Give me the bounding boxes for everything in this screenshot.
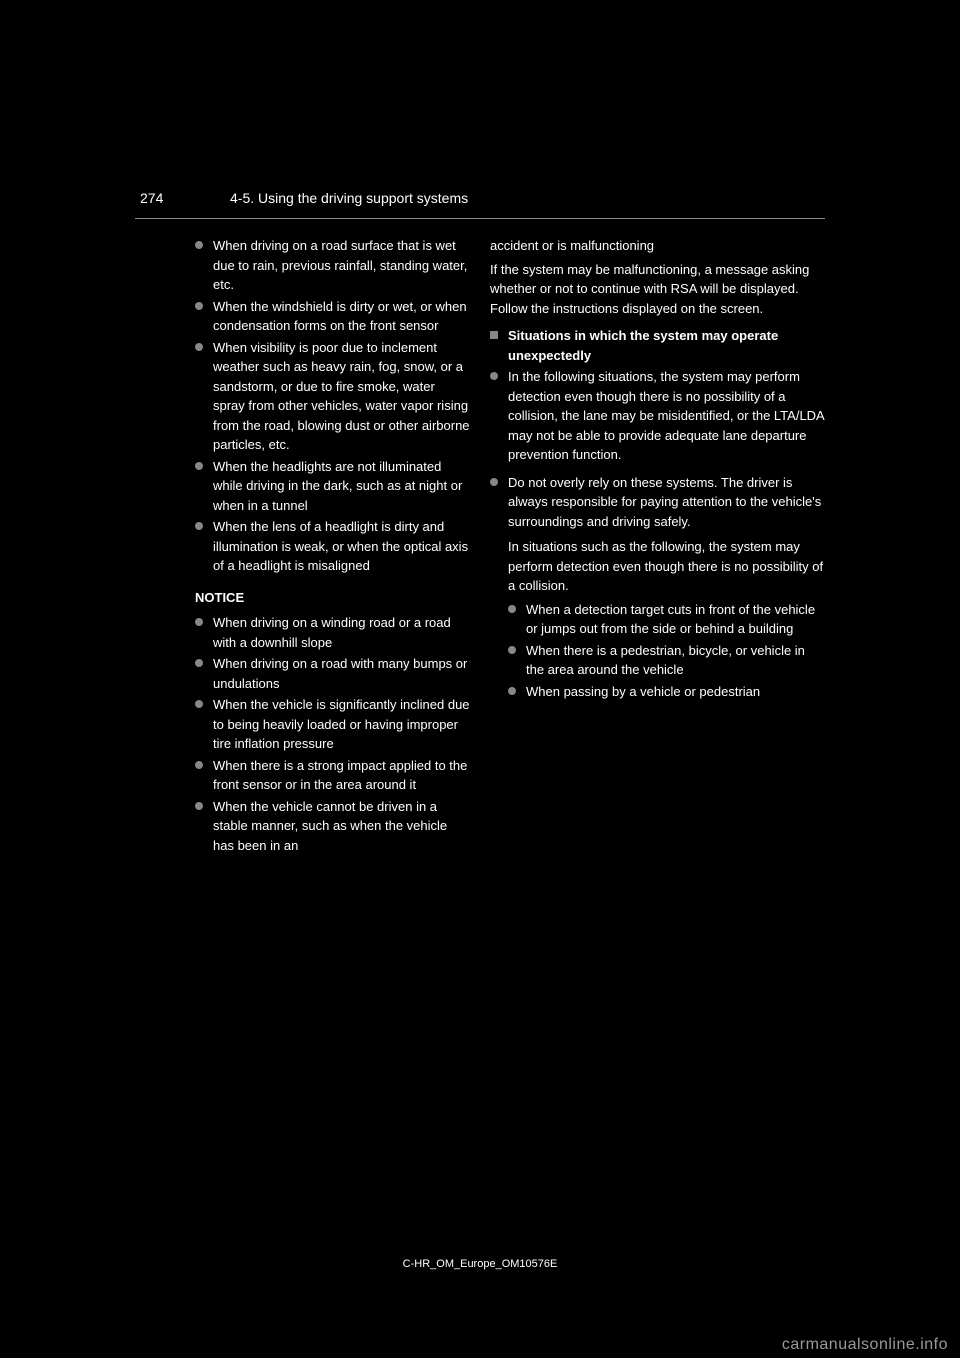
bullet-item: When driving on a road surface that is w… [135,236,470,295]
bullet-text: When visibility is poor due to inclement… [213,338,470,455]
bullet-text: Do not overly rely on these systems. The… [508,473,825,532]
bullet-icon [195,241,203,249]
bullet-text: When the headlights are not illuminated … [213,457,470,516]
bullet-item: When the vehicle cannot be driven in a s… [135,797,470,856]
bullet-item: When driving on a road with many bumps o… [135,654,470,693]
paragraph: If the system may be malfunctioning, a m… [490,260,825,319]
bullet-item: When the vehicle is significantly inclin… [135,695,470,754]
bullet-item: When there is a pedestrian, bicycle, or … [490,641,825,680]
left-column: When driving on a road surface that is w… [135,236,470,857]
bullet-text: When there is a strong impact applied to… [213,756,470,795]
paragraph: In situations such as the following, the… [508,537,825,596]
heading-text: Situations in which the system may opera… [508,326,825,365]
bullet-item: When visibility is poor due to inclement… [135,338,470,455]
bullet-icon [195,761,203,769]
horizontal-divider [135,218,825,219]
bullet-icon [508,646,516,654]
paragraph: accident or is malfunctioning [490,236,825,256]
bullet-icon [195,618,203,626]
bullet-icon [195,700,203,708]
square-heading-item: Situations in which the system may opera… [490,326,825,365]
bullet-item: When the headlights are not illuminated … [135,457,470,516]
bullet-text: When a detection target cuts in front of… [526,600,825,639]
footer-watermark: carmanualsonline.info [782,1336,948,1354]
bullet-item: When there is a strong impact applied to… [135,756,470,795]
bullet-icon [508,687,516,695]
bullet-text: In the following situations, the system … [508,367,825,465]
bullet-item: When the windshield is dirty or wet, or … [135,297,470,336]
bullet-icon [195,522,203,530]
bullet-item: When passing by a vehicle or pedestrian [490,682,825,702]
bullet-item: Do not overly rely on these systems. The… [490,473,825,532]
bullet-icon [195,302,203,310]
bullet-text: When driving on a winding road or a road… [213,613,470,652]
bullet-item: When driving on a winding road or a road… [135,613,470,652]
bullet-text: When driving on a road surface that is w… [213,236,470,295]
square-icon [490,331,498,339]
bullet-text: When the windshield is dirty or wet, or … [213,297,470,336]
content-columns: When driving on a road surface that is w… [135,236,825,857]
notice-label: NOTICE [195,588,470,608]
bullet-text: When passing by a vehicle or pedestrian [526,682,825,702]
bullet-icon [195,343,203,351]
bullet-icon [195,802,203,810]
bullet-text: When driving on a road with many bumps o… [213,654,470,693]
page-container: 274 4-5. Using the driving support syste… [0,0,960,240]
bullet-text: When the vehicle is significantly inclin… [213,695,470,754]
bullet-icon [490,372,498,380]
bullet-icon [195,462,203,470]
bullet-text: When there is a pedestrian, bicycle, or … [526,641,825,680]
page-number: 274 [140,190,163,206]
model-code: C-HR_OM_Europe_OM10576E [403,1258,558,1270]
right-column: accident or is malfunctioning If the sys… [490,236,825,857]
breadcrumb: 4-5. Using the driving support systems [230,190,468,206]
bullet-text: When the lens of a headlight is dirty an… [213,517,470,576]
bullet-item: In the following situations, the system … [490,367,825,465]
bullet-text: When the vehicle cannot be driven in a s… [213,797,470,856]
bullet-icon [195,659,203,667]
bullet-item: When the lens of a headlight is dirty an… [135,517,470,576]
bullet-icon [490,478,498,486]
bullet-icon [508,605,516,613]
bullet-item: When a detection target cuts in front of… [490,600,825,639]
